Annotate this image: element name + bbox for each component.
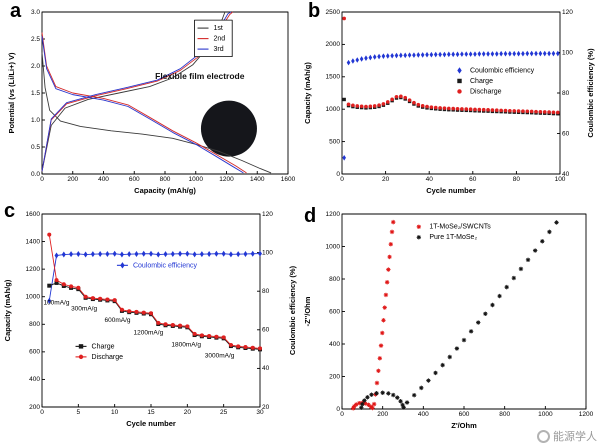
panel-d-label: d	[304, 205, 317, 227]
panel-b-chart	[302, 4, 596, 204]
watermark-text: 能源学人	[553, 431, 597, 443]
watermark: 能源学人	[537, 428, 597, 444]
watermark-logo-icon	[537, 429, 550, 443]
panel-a-voltage-profiles	[6, 4, 296, 204]
panel-a-chart	[6, 4, 296, 204]
panel-c-chart	[2, 206, 298, 441]
panel-a-label: a	[10, 0, 22, 22]
panel-d-nyquist-plot	[302, 206, 596, 441]
panel-b-cycling-performance	[302, 4, 596, 204]
panel-c-rate-capability	[2, 206, 298, 441]
panel-c-label: c	[4, 200, 16, 222]
panel-b-label: b	[308, 0, 321, 22]
panel-d-chart	[302, 206, 596, 441]
